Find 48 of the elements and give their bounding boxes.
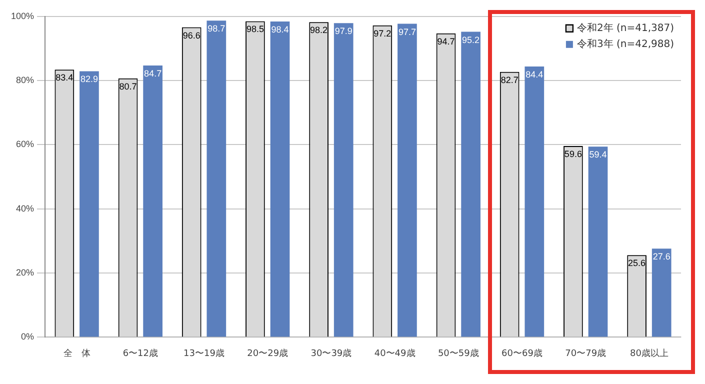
y-tick-label: 80%	[16, 75, 34, 86]
bar	[143, 65, 162, 337]
x-tick-label: 50〜59歳	[438, 348, 479, 359]
x-tick-label: 70〜79歳	[565, 348, 606, 359]
y-tick-label: 60%	[16, 139, 34, 150]
bar	[80, 71, 99, 337]
x-tick-label: 30〜39歳	[310, 348, 352, 359]
y-tick-label: 100%	[10, 10, 34, 21]
data-label: 84.4	[526, 69, 544, 80]
data-label: 98.4	[271, 24, 289, 35]
data-label: 82.7	[500, 74, 518, 85]
bar	[588, 146, 608, 337]
data-label: 95.2	[462, 34, 480, 45]
data-label: 98.2	[310, 25, 328, 36]
x-tick-label: 全 体	[63, 348, 90, 359]
bar	[652, 248, 672, 337]
x-tick-label: 13〜19歳	[184, 348, 224, 359]
y-tick-label: 40%	[16, 203, 34, 214]
data-label: 97.9	[334, 26, 352, 36]
bar	[524, 66, 544, 337]
x-tick-label: 20〜29歳	[247, 348, 288, 359]
data-label: 98.5	[246, 24, 264, 34]
y-tick-label: 20%	[16, 268, 34, 278]
y-tick-label: 0%	[21, 332, 34, 342]
data-label: 80.7	[119, 81, 137, 92]
data-label: 25.6	[628, 258, 646, 268]
data-label: 83.4	[56, 72, 74, 83]
bar	[270, 22, 290, 337]
data-label: 98.7	[208, 24, 226, 34]
bar	[206, 20, 226, 337]
bar	[398, 24, 417, 337]
x-tick-label: 80歳以上	[630, 348, 668, 359]
data-label: 97.7	[398, 26, 416, 37]
data-label: 27.6	[652, 252, 670, 262]
data-label: 94.7	[437, 36, 455, 46]
data-label: 59.6	[564, 148, 582, 159]
data-label: 59.4	[589, 150, 607, 160]
data-label: 82.9	[80, 74, 98, 84]
bar	[334, 23, 354, 337]
data-label: 84.7	[144, 68, 162, 78]
data-label: 97.2	[374, 28, 392, 38]
data-label: 96.6	[182, 30, 200, 40]
x-tick-label: 6〜12歳	[122, 348, 158, 359]
legend-label: 令和3年 (n=42,988)	[576, 38, 674, 50]
bar	[461, 32, 480, 337]
x-tick-label: 40〜49歳	[374, 348, 416, 359]
legend-label: 令和2年 (n=41,387)	[576, 22, 674, 34]
x-tick-label: 60〜69歳	[502, 348, 542, 359]
